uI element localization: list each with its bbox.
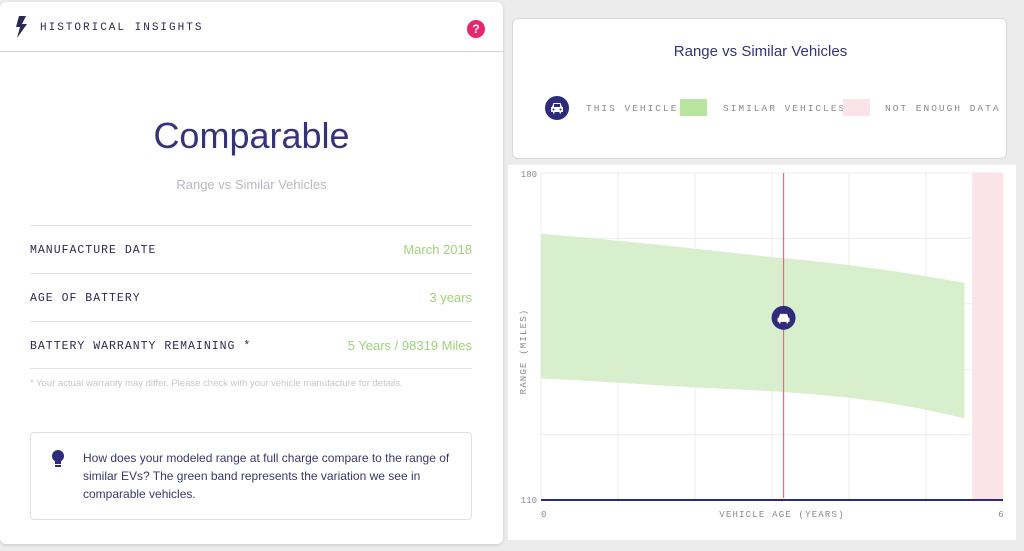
range-chart: 180 110 0 6 VEHICLE AGE (YEARS) RANGE (MILES) [519, 170, 1004, 520]
lightbulb-icon [52, 450, 64, 467]
bolt-icon [16, 16, 27, 38]
x-axis-label: VEHICLE AGE (YEARS) [719, 510, 844, 520]
tip-text: How does your modeled range at full char… [83, 451, 450, 501]
not-enough-data-region [972, 173, 1003, 500]
warranty-row: BATTERY WARRANTY REMAINING * 5 Years / 9… [30, 321, 472, 369]
comparison-subtitle: Range vs Similar Vehicles [176, 177, 327, 192]
info-tip: How does your modeled range at full char… [30, 432, 472, 520]
battery-age-label: AGE OF BATTERY [30, 292, 141, 305]
legend-similar-vehicles: SIMILAR VEHICLES [723, 103, 847, 114]
card-header: HISTORICAL INSIGHTS ? [0, 2, 503, 52]
warranty-note: * Your actual warranty may differ. Pleas… [30, 378, 403, 389]
legend-this-vehicle: THIS VEHICLE [586, 103, 679, 114]
warranty-label: BATTERY WARRANTY REMAINING * [30, 340, 252, 353]
chart-title: Range vs Similar Vehicles [673, 43, 848, 60]
legend-card: Range vs Similar Vehicles THIS VEHICLE S… [512, 18, 1007, 159]
historical-insights-card: HISTORICAL INSIGHTS ? Comparable Range v… [0, 2, 503, 544]
legend-no-data-swatch [843, 99, 870, 116]
manufacture-date-label: MANUFACTURE DATE [30, 244, 157, 257]
car-icon [545, 96, 569, 120]
battery-age-row: AGE OF BATTERY 3 years [30, 273, 472, 321]
manufacture-date-value: March 2018 [403, 242, 472, 257]
x-tick-label: 0 [541, 510, 546, 520]
card-title: HISTORICAL INSIGHTS [40, 22, 204, 34]
manufacture-date-row: MANUFACTURE DATE March 2018 [30, 225, 472, 273]
divider [30, 368, 472, 369]
x-tick-label: 6 [998, 510, 1003, 520]
help-icon[interactable]: ? [467, 20, 485, 38]
similar-vehicles-band [541, 233, 965, 419]
warranty-value: 5 Years / 98319 Miles [347, 338, 472, 353]
legend-not-enough-data: NOT ENOUGH DATA [885, 103, 1001, 114]
comparison-status: Comparable [153, 115, 350, 156]
y-axis-label: RANGE (MILES) [519, 309, 529, 395]
y-tick-label: 110 [521, 496, 537, 506]
car-icon [777, 313, 790, 324]
battery-age-value: 3 years [429, 290, 472, 305]
legend-similar-swatch [680, 99, 707, 116]
range-chart-area: 180 110 0 6 VEHICLE AGE (YEARS) RANGE (MILES) [508, 165, 1016, 540]
y-tick-label: 180 [521, 170, 537, 180]
